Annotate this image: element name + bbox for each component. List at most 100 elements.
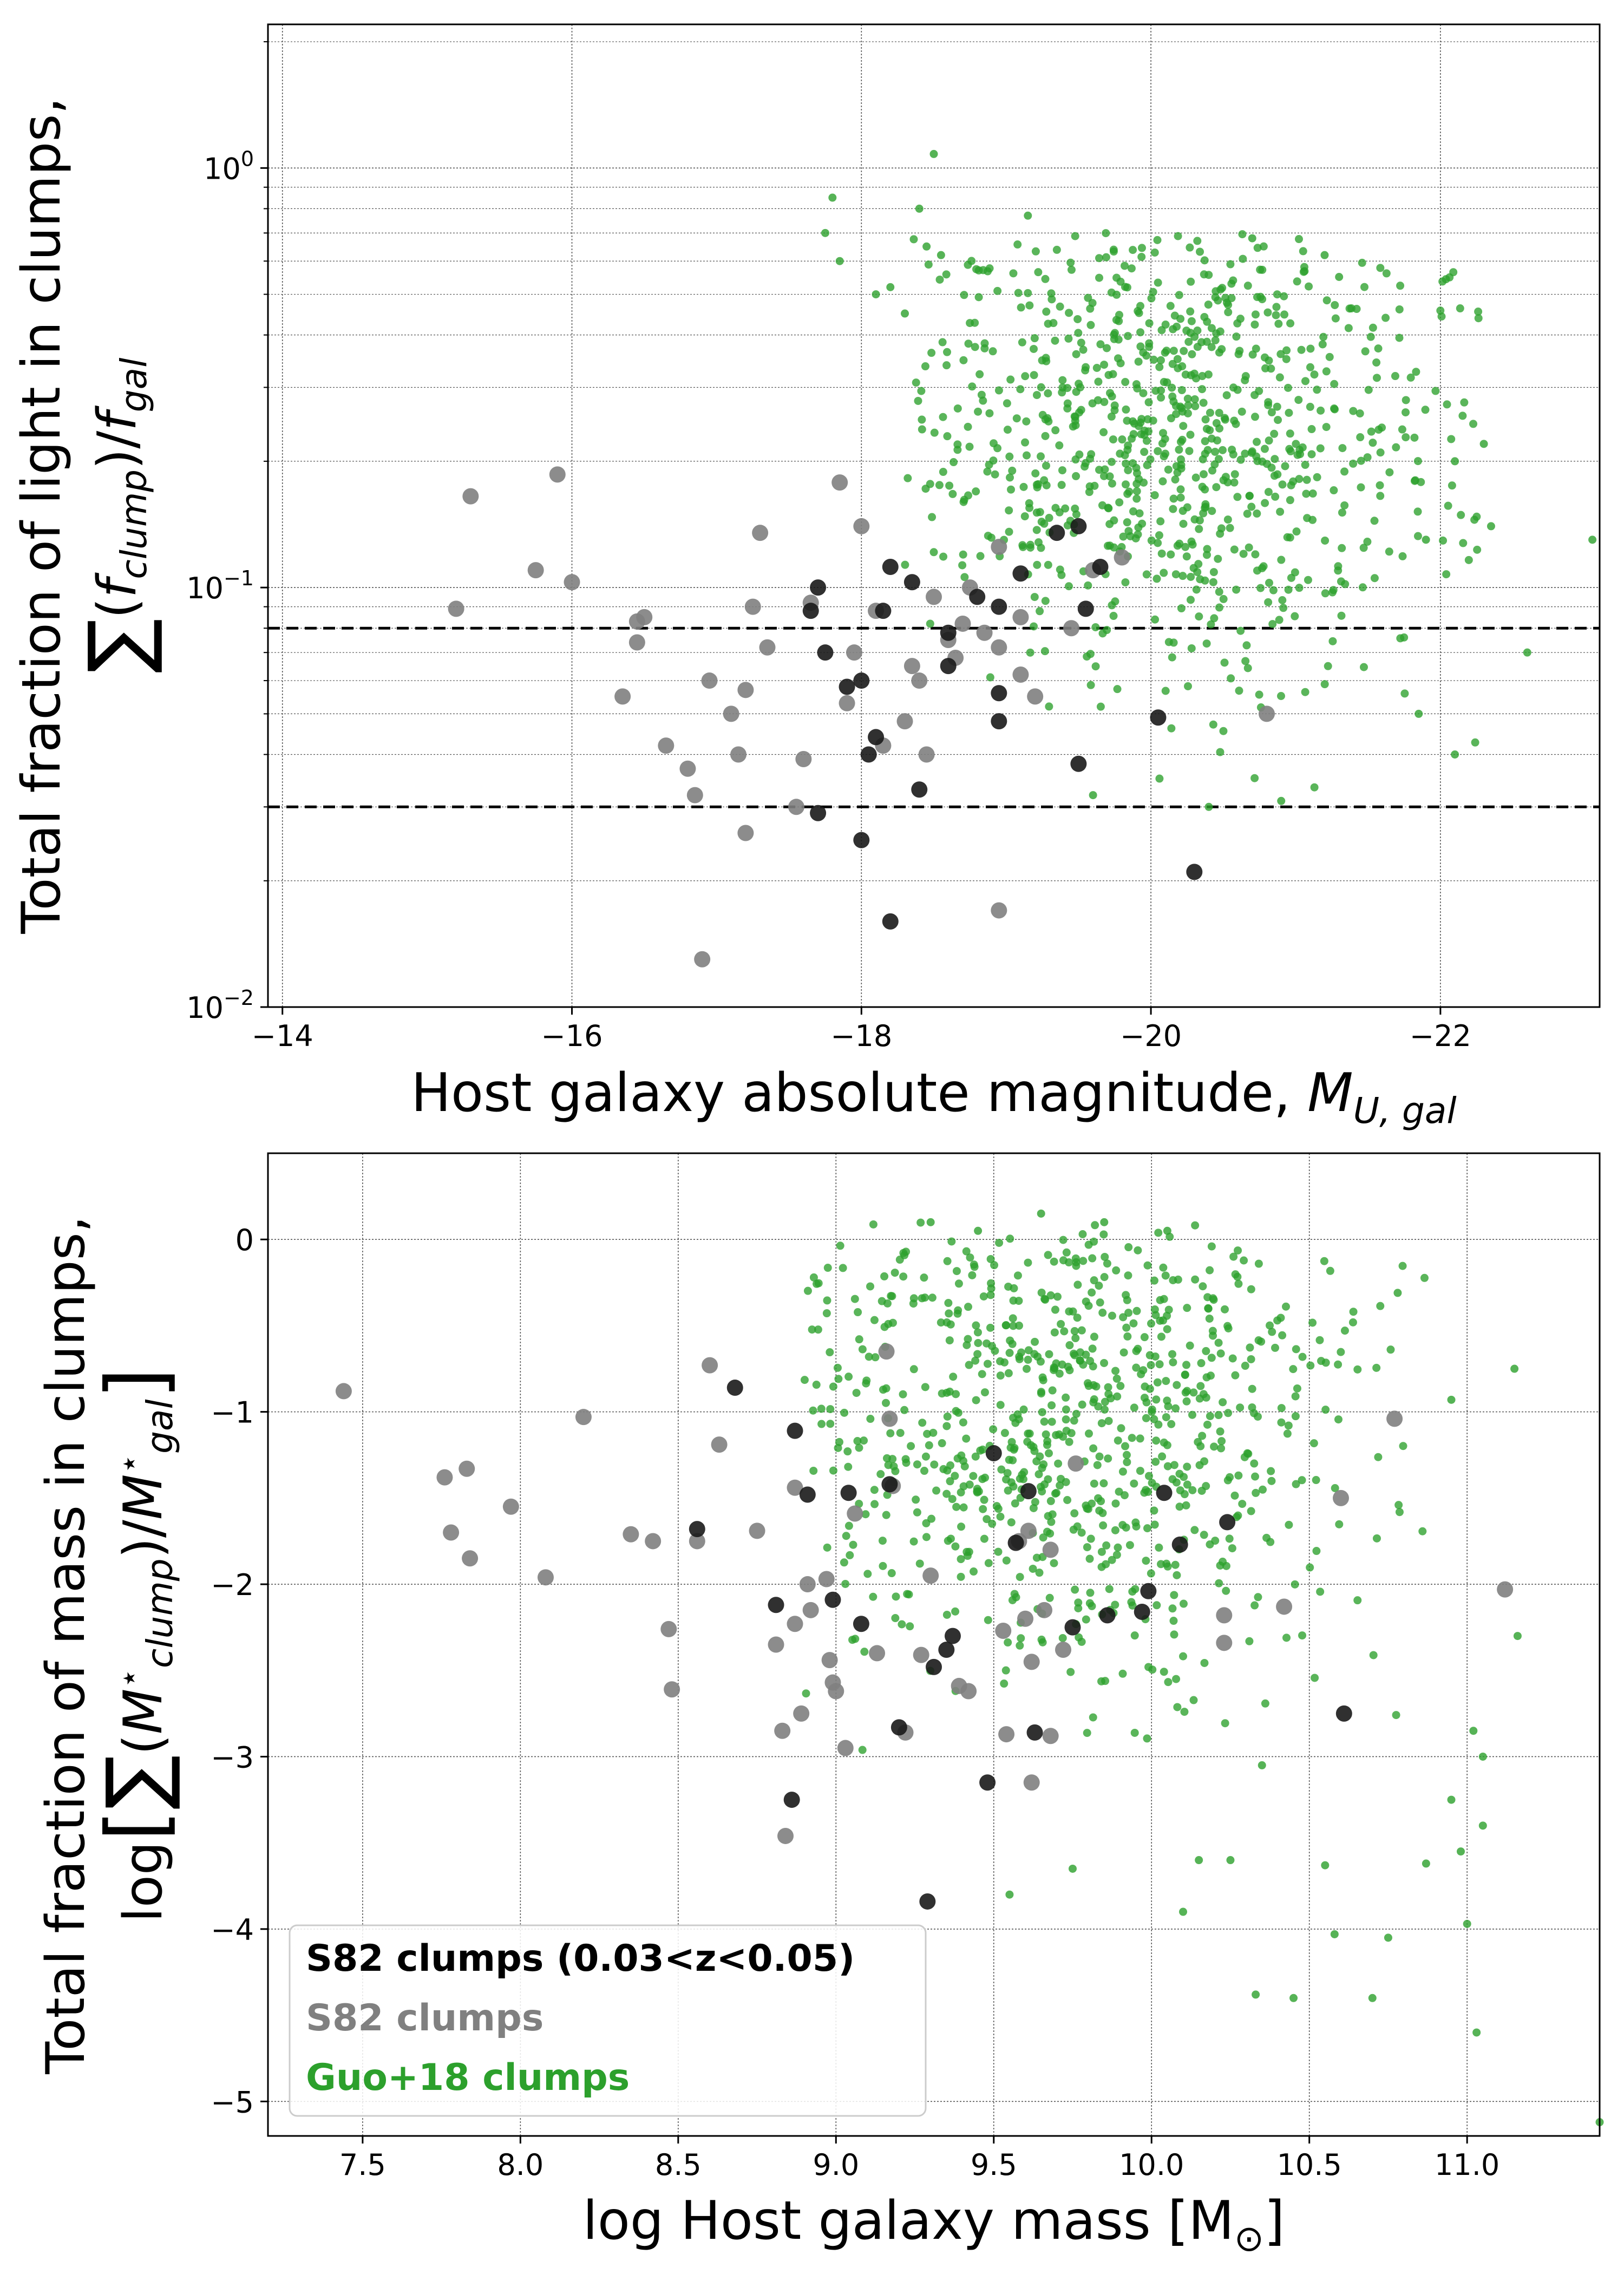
guo18-point [882, 1399, 890, 1407]
guo18-point [1301, 377, 1309, 385]
guo18-point [1245, 543, 1253, 552]
guo18-point [1116, 1382, 1125, 1390]
guo18-point [1210, 614, 1219, 623]
guo18-point [1144, 1487, 1152, 1496]
guo18-point [1147, 536, 1156, 545]
guo18-point [1074, 329, 1083, 337]
guo18-point [1398, 1262, 1407, 1270]
guo18-point [1037, 1288, 1046, 1297]
guo18-point [1451, 750, 1459, 759]
guo18-point [1163, 1325, 1171, 1334]
guo18-point [1090, 1395, 1098, 1404]
guo18-point [1102, 253, 1110, 262]
guo18-point [1122, 459, 1130, 468]
guo18-point [974, 1339, 983, 1348]
guo18-point [1368, 323, 1377, 332]
guo18-point [996, 1357, 1005, 1365]
guo18-point [1393, 1289, 1402, 1297]
guo18-point [1143, 415, 1152, 423]
top-y-axis-label-line2: ∑(fclump)/fgal [71, 357, 166, 674]
guo18-point [1471, 738, 1479, 747]
guo18-point [935, 275, 944, 284]
guo18-point [996, 1512, 1005, 1521]
guo18-point [996, 1401, 1005, 1409]
guo18-point [1137, 244, 1146, 252]
guo18-point [1187, 317, 1196, 325]
guo18-point [1175, 1502, 1184, 1511]
guo18-point [1284, 383, 1292, 392]
guo18-point [1086, 681, 1095, 689]
guo18-point [1256, 292, 1265, 301]
s82-point [1063, 620, 1080, 637]
guo18-point [939, 413, 947, 421]
guo18-point [1188, 1410, 1196, 1419]
guo18-point [1273, 290, 1281, 299]
guo18-point [887, 1292, 895, 1301]
guo18-point [1100, 397, 1109, 406]
guo18-point [1316, 444, 1325, 453]
guo18-point [1173, 1571, 1181, 1579]
guo18-point [1247, 448, 1256, 457]
guo18-point [1012, 414, 1021, 423]
guo18-point [968, 1271, 977, 1279]
guo18-point [1169, 638, 1178, 647]
guo18-point [1279, 604, 1288, 612]
guo18-point [912, 378, 920, 387]
guo18-point [1152, 1436, 1161, 1445]
guo18-point [1267, 408, 1276, 417]
guo18-point [1155, 1543, 1163, 1552]
guo18-point [1030, 593, 1039, 602]
guo18-point [1338, 544, 1346, 552]
guo18-point [892, 1592, 900, 1601]
guo18-point [1047, 289, 1056, 298]
guo18-point [1169, 1276, 1177, 1285]
s82-z-point [860, 746, 877, 763]
guo18-point [872, 290, 880, 299]
s82-z-point [991, 598, 1007, 615]
guo18-point [974, 1487, 983, 1496]
s82-point [1497, 1581, 1514, 1598]
guo18-point [1363, 538, 1372, 546]
guo18-point [1069, 1349, 1078, 1358]
s82-z-point [940, 624, 957, 641]
guo18-point [1124, 527, 1133, 535]
guo18-point [1286, 429, 1294, 438]
guo18-point [1091, 1221, 1099, 1230]
guo18-point [984, 267, 992, 276]
guo18-point [1223, 515, 1232, 524]
guo18-point [1183, 1480, 1191, 1489]
guo18-point [1123, 1332, 1132, 1341]
guo18-point [978, 1370, 986, 1378]
s82-z-point [1049, 525, 1065, 541]
bottom-y-axis-label-line1: Total fraction of mass in clumps, [35, 1216, 97, 2075]
legend-entry-guo18: Guo+18 clumps [306, 2056, 630, 2099]
s82-z-point [1012, 565, 1029, 582]
guo18-point [1226, 524, 1234, 532]
guo18-point [970, 1260, 978, 1269]
guo18-point [1098, 1309, 1107, 1317]
s82-z-point [1077, 600, 1094, 617]
guo18-point [1124, 466, 1132, 474]
guo18-point [1041, 1295, 1050, 1304]
guo18-point [809, 1466, 818, 1475]
s82-z-point [1007, 1534, 1024, 1551]
guo18-point [1037, 518, 1046, 526]
guo18-point [986, 1323, 994, 1332]
guo18-point [1046, 1529, 1055, 1538]
s82-point [976, 624, 993, 641]
guo18-point [1318, 340, 1327, 349]
guo18-point [1335, 1520, 1344, 1528]
guo18-point [1083, 1729, 1091, 1737]
guo18-point [844, 1373, 853, 1381]
guo18-point [964, 339, 973, 348]
guo18-point [1253, 509, 1261, 518]
guo18-point [964, 422, 972, 431]
guo18-point [1209, 568, 1218, 577]
guo18-point [1073, 1522, 1082, 1531]
y-tick-label: −4 [211, 1913, 254, 1947]
guo18-point [865, 1352, 873, 1361]
s82-point [991, 639, 1007, 656]
guo18-point [1121, 578, 1130, 587]
guo18-point [1036, 1357, 1045, 1366]
guo18-point [1395, 305, 1404, 313]
